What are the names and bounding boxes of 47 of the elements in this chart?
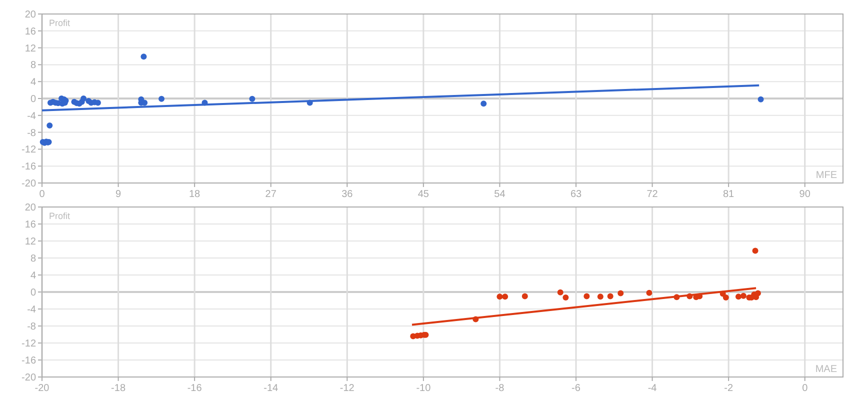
y-tick-label: -8	[27, 322, 36, 332]
x-tick-label: 54	[494, 189, 506, 200]
y-tick-label: 16	[24, 220, 36, 230]
x-tick-label: -18	[111, 383, 126, 394]
y-tick-label: 8	[30, 254, 36, 264]
x-axis-title: MFE	[816, 170, 838, 181]
y-tick-label: 4	[30, 270, 36, 282]
x-tick-label: -8	[495, 383, 505, 394]
y-tick-label: 16	[24, 26, 36, 38]
y-tick-label: -12	[22, 144, 36, 156]
x-tick-label: 36	[342, 189, 354, 200]
y-tick-label: 12	[24, 43, 36, 54]
x-tick-label: -12	[340, 383, 355, 394]
y-tick-label: -4	[27, 304, 36, 316]
y-tick-label: 20	[24, 10, 36, 20]
x-tick-label: -16	[187, 383, 202, 394]
y-tick-label: 4	[30, 77, 36, 88]
x-tick-label: 63	[570, 189, 582, 200]
y-axis-title: Profit	[49, 211, 71, 221]
y-tick-label: 20	[24, 202, 36, 214]
x-tick-label: 45	[418, 189, 430, 200]
x-tick-label: 0	[802, 383, 808, 394]
x-tick-label: 27	[265, 189, 277, 200]
x-tick-label: -2	[724, 383, 734, 394]
y-tick-label: -16	[22, 356, 36, 366]
x-tick-label: -14	[264, 383, 279, 394]
y-tick-label: -8	[27, 128, 36, 139]
x-axis-title: MAE	[815, 364, 838, 375]
y-tick-label: -4	[27, 110, 36, 122]
x-tick-label: 81	[723, 189, 735, 200]
x-tick-label: 18	[189, 189, 201, 200]
y-tick-label: 12	[24, 236, 36, 248]
y-tick-label: 0	[30, 288, 36, 298]
y-tick-label: -20	[22, 178, 36, 190]
x-tick-label: -4	[648, 383, 658, 394]
x-tick-label: -6	[572, 383, 581, 394]
y-tick-label: -20	[22, 372, 36, 384]
y-axis-title: Profit	[49, 18, 71, 28]
x-tick-label: 9	[116, 189, 122, 200]
x-tick-label: -10	[416, 383, 432, 394]
y-tick-label: -12	[22, 338, 36, 350]
y-tick-label: 8	[30, 60, 36, 72]
x-tick-label: 90	[799, 189, 811, 200]
y-tick-label: -16	[22, 162, 36, 173]
x-tick-label: 0	[39, 189, 46, 200]
x-tick-label: 72	[646, 189, 658, 200]
y-tick-label: 0	[30, 94, 36, 105]
